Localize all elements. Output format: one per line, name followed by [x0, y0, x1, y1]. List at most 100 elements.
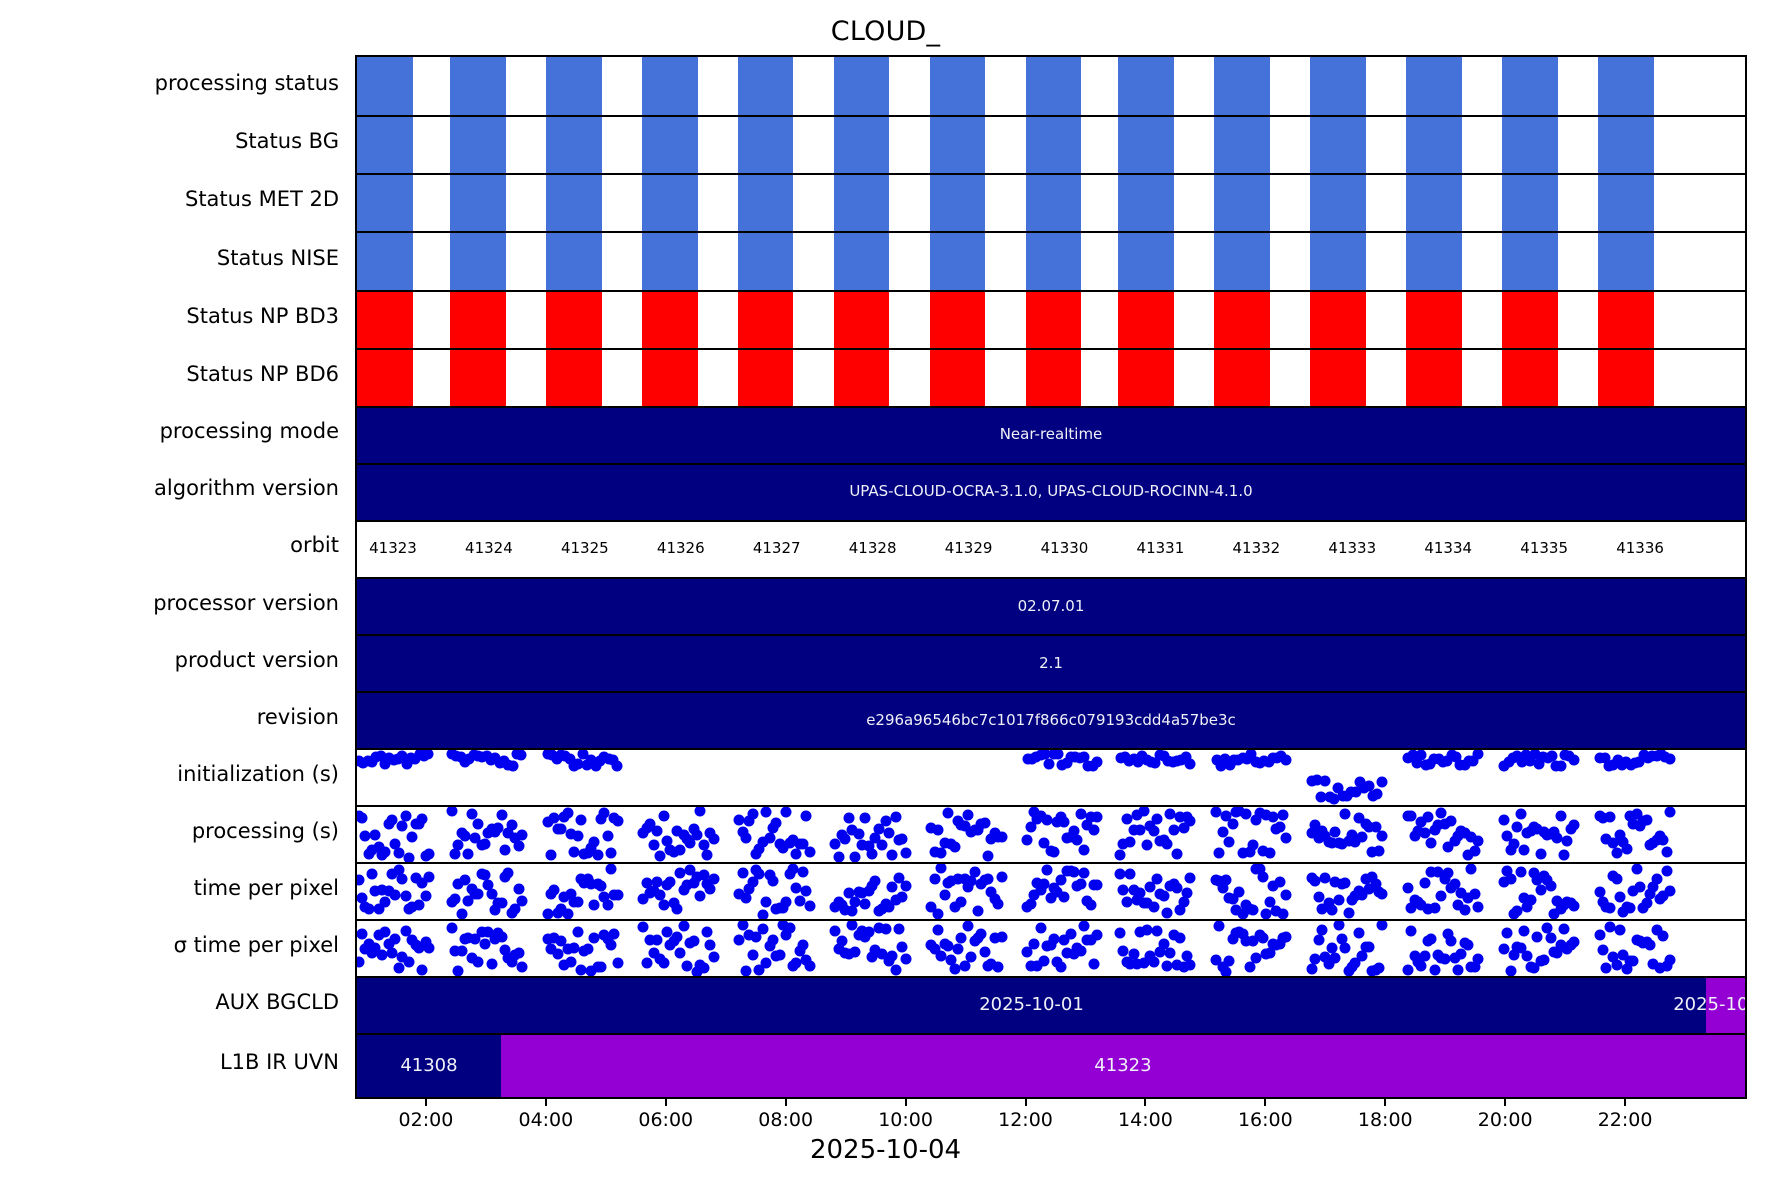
scatter-point [839, 904, 851, 916]
status-block [1310, 347, 1367, 406]
scatter-point [1141, 839, 1153, 851]
scatter-point [1031, 960, 1043, 972]
scatter-point [790, 882, 802, 894]
scatter-point [846, 824, 858, 836]
scatter-point [1441, 755, 1453, 767]
scatter-point [767, 934, 779, 946]
scatter-point [363, 903, 375, 915]
scatter-point [962, 809, 974, 821]
scatter-point [733, 814, 745, 825]
scatter-point [863, 926, 875, 938]
scatter-point [577, 748, 589, 760]
scatter-point [1277, 809, 1289, 820]
scatter-point [575, 814, 587, 826]
scatter-point [1651, 924, 1663, 936]
status-block [929, 347, 986, 406]
scatter-point [637, 893, 649, 905]
status-block [833, 115, 890, 174]
scatter-point [1068, 948, 1080, 960]
timeline-row: e296a96546bc7c1017f866c079193cdd4a57be3c [357, 691, 1745, 749]
scatter-point [1452, 899, 1464, 911]
scatter-point [1511, 821, 1523, 833]
scatter-point [595, 880, 607, 892]
scatter-point [516, 961, 528, 973]
scatter-point [449, 893, 461, 905]
scatter-point [979, 946, 991, 958]
orbit-number: 41328 [848, 539, 897, 558]
scatter-point [1088, 958, 1100, 970]
scatter-point [1244, 846, 1255, 858]
scatter-point [456, 945, 468, 957]
scatter-point [1425, 837, 1437, 849]
scatter-point [1213, 920, 1225, 932]
scatter-point [366, 868, 378, 880]
scatter-point [1332, 782, 1344, 794]
scatter-point [403, 852, 415, 863]
scatter-point [1078, 844, 1090, 856]
scatter-point [1425, 933, 1437, 944]
scatter-point [1429, 902, 1441, 914]
status-block [1214, 347, 1271, 406]
scatter-point [1051, 886, 1063, 898]
scatter-point [1654, 962, 1666, 974]
scatter-point [1171, 959, 1183, 971]
scatter-point [1373, 845, 1385, 857]
scatter-point [1561, 835, 1573, 847]
scatter-point [1449, 878, 1461, 890]
scatter-point [996, 831, 1008, 843]
scatter-point [1617, 836, 1629, 848]
scatter-plot [357, 748, 1745, 805]
status-block [357, 231, 413, 290]
scatter-point [585, 842, 597, 854]
scatter-point [691, 966, 703, 977]
scatter-point [1313, 832, 1325, 844]
scatter-point [849, 851, 861, 863]
row-label-algorithm-version: algorithm version [154, 476, 339, 501]
scatter-point [581, 759, 593, 771]
scatter-point [585, 965, 597, 977]
x-tick-mark [904, 1099, 907, 1106]
status-block [1025, 115, 1082, 174]
scatter-point [558, 959, 570, 971]
scatter-point [733, 934, 745, 946]
scatter-point [1343, 907, 1355, 919]
scatter-point [886, 849, 898, 861]
scatter-point [1455, 887, 1467, 899]
scatter-point [1220, 810, 1232, 822]
scatter-point [982, 850, 994, 862]
scatter-point [1594, 929, 1606, 941]
scatter-point [750, 848, 762, 860]
status-block [357, 347, 413, 406]
status-block [929, 173, 986, 232]
scatter-point [1607, 759, 1619, 771]
scatter-point [777, 842, 789, 854]
scatter-point [658, 957, 670, 969]
status-block [1310, 57, 1367, 116]
status-block [929, 115, 986, 174]
scatter-point [1604, 921, 1616, 933]
status-block [833, 57, 890, 116]
status-block [737, 57, 794, 116]
scatter-point [1128, 948, 1139, 960]
scatter-point [472, 888, 484, 900]
scatter-point [1439, 953, 1451, 965]
timeline-row [357, 862, 1745, 920]
scatter-point [654, 889, 666, 901]
scatter-point [416, 964, 428, 976]
scatter-point [701, 849, 713, 861]
status-block [833, 289, 890, 348]
scatter-point [1664, 954, 1676, 966]
status-block [641, 289, 698, 348]
scatter-plot [357, 805, 1745, 863]
scatter-point [760, 957, 772, 969]
scatter-point [747, 876, 759, 888]
scatter-point [1568, 754, 1580, 766]
scatter-point [760, 896, 772, 908]
scatter-point [1184, 815, 1196, 827]
scatter-point [572, 758, 584, 770]
scatter-point [1651, 873, 1663, 885]
scatter-point [1148, 825, 1160, 837]
scatter-point [797, 866, 809, 878]
scatter-point [833, 851, 845, 863]
scatter-point [1316, 903, 1328, 915]
